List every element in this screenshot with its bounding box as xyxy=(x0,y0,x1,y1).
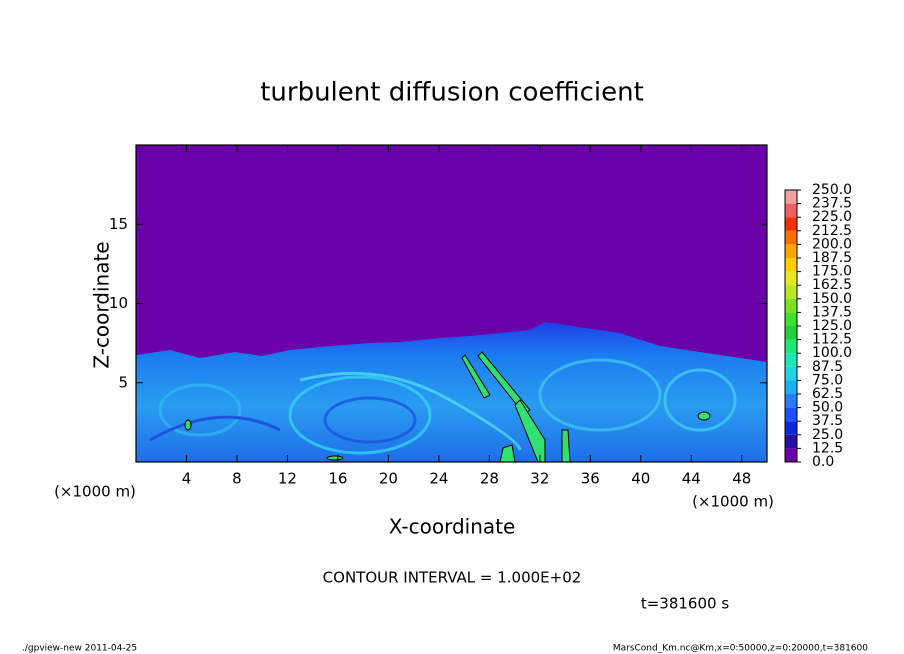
colorbar-bin xyxy=(785,434,797,449)
swirls xyxy=(149,358,737,455)
colorbar-label: 125.0 xyxy=(812,318,852,334)
colorbar-label: 87.5 xyxy=(812,359,843,375)
colorbar-label: 250.0 xyxy=(812,182,852,198)
colorbar-label: 187.5 xyxy=(812,250,852,266)
colorbar-label: 50.0 xyxy=(812,400,843,416)
colorbar-bin xyxy=(785,394,797,408)
footer-right: MarsCond_Km.nc@Km,x=0:50000,z=0:20000,t=… xyxy=(613,644,868,654)
colorbar-label: 12.5 xyxy=(812,440,843,456)
y-axis-label: Z-coordinate xyxy=(90,241,114,368)
colorbar-label: 0.0 xyxy=(812,454,834,470)
colorbar-label: 225.0 xyxy=(812,209,852,225)
colorbar-label: 175.0 xyxy=(812,264,852,280)
contour-interval: CONTOUR INTERVAL = 1.000E+02 xyxy=(323,569,582,587)
colorbar-bin xyxy=(785,353,797,367)
footer-left: ./gpview-new 2011-04-25 xyxy=(22,644,137,654)
colorbar-bin xyxy=(785,190,797,204)
colorbar-bin xyxy=(785,366,797,381)
y-tick-label: 5 xyxy=(118,373,128,391)
plot-area xyxy=(135,144,768,463)
colorbar-label: 100.0 xyxy=(812,345,852,361)
colorbar-label: 237.5 xyxy=(812,196,852,212)
y-tick-label: 15 xyxy=(109,215,128,233)
colorbar-label: 62.5 xyxy=(812,386,843,402)
time-label: t=381600 s xyxy=(641,595,729,613)
colorbar-label: 112.5 xyxy=(812,332,852,348)
x-tick-label: 20 xyxy=(379,470,398,488)
x-tick-label: 44 xyxy=(682,470,701,488)
colorbar-bin xyxy=(785,448,797,462)
contours xyxy=(184,351,711,463)
x-tick-label: 16 xyxy=(328,470,347,488)
colorbar-label: 200.0 xyxy=(812,236,852,252)
colorbar-bin xyxy=(785,217,797,231)
colorbar-label: 162.5 xyxy=(812,277,852,293)
colorbar-label: 75.0 xyxy=(812,372,843,388)
x-tick-label: 12 xyxy=(278,470,297,488)
x-tick-label: 8 xyxy=(232,470,242,488)
colorbar-bin xyxy=(785,285,797,299)
colorbar-bin xyxy=(785,421,797,435)
colorbar-label: 137.5 xyxy=(812,304,852,320)
colorbar-bin xyxy=(785,258,797,272)
y-unit: (×1000 m) xyxy=(54,483,136,501)
colorbar-bin xyxy=(785,230,797,245)
x-tick-label: 48 xyxy=(732,470,751,488)
x-unit: (×1000 m) xyxy=(692,493,774,511)
x-tick-label: 36 xyxy=(581,470,600,488)
x-tick-label: 24 xyxy=(429,470,448,488)
colorbar-bin xyxy=(785,380,797,394)
chart-title: turbulent diffusion coefficient xyxy=(260,78,644,108)
colorbar-bin xyxy=(785,339,797,354)
y-tick-label: 10 xyxy=(109,294,128,312)
x-tick-label: 40 xyxy=(631,470,650,488)
colorbar-bin xyxy=(785,244,797,258)
x-tick-label: 28 xyxy=(480,470,499,488)
colorbar-label: 150.0 xyxy=(812,291,852,307)
colorbar-bin xyxy=(785,271,797,286)
colorbar-bin xyxy=(785,312,797,326)
colorbar-label: 212.5 xyxy=(812,223,852,239)
x-tick-label: 32 xyxy=(530,470,549,488)
colorbar-label: 25.0 xyxy=(812,427,843,443)
x-axis-label: X-coordinate xyxy=(389,515,516,539)
colorbar-bin xyxy=(785,203,797,218)
x-tick-label: 4 xyxy=(182,470,192,488)
colorbar-bin xyxy=(785,326,797,340)
colorbar-bin xyxy=(785,298,797,313)
colorbar-label: 37.5 xyxy=(812,413,843,429)
colorbar-bin xyxy=(785,407,797,422)
